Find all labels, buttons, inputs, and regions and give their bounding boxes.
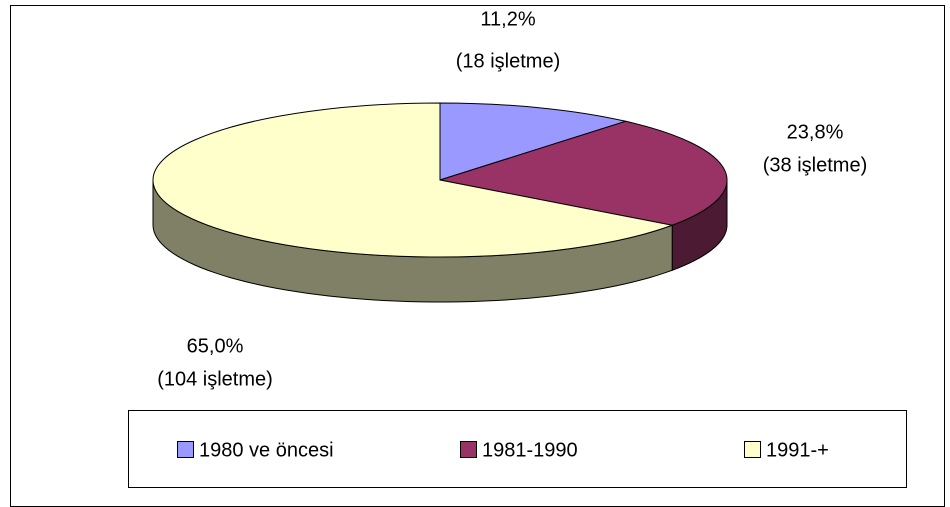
pie xyxy=(152,102,728,303)
slice xyxy=(152,102,675,258)
legend-swatch xyxy=(460,441,477,458)
legend-swatch xyxy=(744,441,761,458)
legend: 1980 ve öncesi 1981-1990 1991-+ xyxy=(177,439,829,461)
legend-box xyxy=(128,410,907,488)
legend-label: 1980 ve öncesi xyxy=(199,439,334,461)
data-label: 65,0% xyxy=(187,335,244,357)
data-labels: 11,2% (18 işletme) 23,8% (38 işletme) 65,0% (… xyxy=(157,8,867,390)
legend-label: 1991-+ xyxy=(766,439,829,461)
slice xyxy=(439,102,628,181)
slice xyxy=(439,120,728,226)
count-label: (104 işletme) xyxy=(157,368,273,390)
count-label: (38 işletme) xyxy=(763,154,867,176)
data-label: 23,8% xyxy=(787,121,844,143)
data-label: 11,2% xyxy=(480,8,535,30)
legend-label: 1981-1990 xyxy=(482,439,578,461)
legend-swatch xyxy=(177,441,194,458)
count-label: (18 işletme) xyxy=(456,50,560,72)
